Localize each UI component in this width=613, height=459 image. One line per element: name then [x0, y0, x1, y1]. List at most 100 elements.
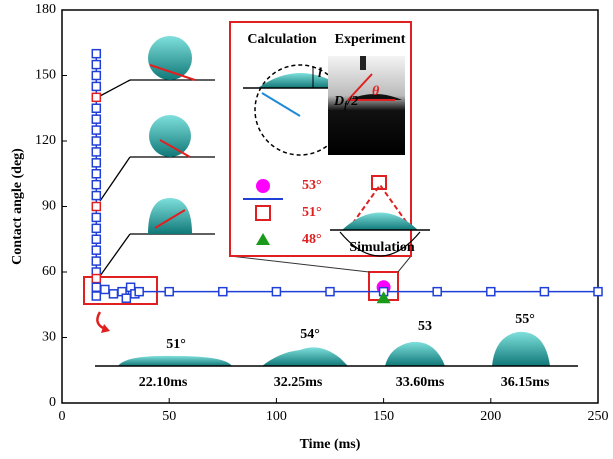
label: Experiment [335, 32, 406, 47]
point [486, 286, 496, 297]
needle [360, 56, 366, 70]
point [164, 286, 174, 297]
y-tick-label: 0 [49, 395, 56, 410]
droplet [342, 212, 418, 230]
droplet [348, 94, 402, 100]
label: θ [372, 84, 380, 99]
y-tick-label: 180 [35, 2, 56, 17]
frame-time: 36.15ms [501, 375, 550, 390]
frame-time: 22.10ms [139, 375, 188, 390]
point [91, 136, 102, 146]
legend-marker [256, 179, 270, 193]
frame-angle: 55° [515, 312, 535, 327]
droplet [148, 198, 192, 234]
arc [339, 231, 421, 257]
droplet [385, 341, 445, 366]
point [91, 201, 102, 212]
point [432, 286, 442, 297]
point [91, 223, 102, 234]
droplet [258, 73, 344, 88]
legend-label: 48° [302, 232, 322, 247]
droplet [148, 36, 192, 80]
y-tick-label: 150 [35, 68, 56, 83]
angle-line [149, 64, 196, 81]
point [91, 256, 102, 266]
leader [99, 233, 131, 277]
point [100, 284, 110, 295]
y-tick-label: 30 [42, 330, 56, 345]
highlight-box [83, 276, 158, 305]
x-tick-label: 250 [588, 409, 609, 424]
point [539, 286, 550, 297]
point [376, 291, 391, 304]
droplet [149, 115, 191, 157]
point [91, 234, 102, 244]
label: Calculation [247, 32, 316, 47]
y-tick-label: 90 [42, 199, 56, 214]
y-axis-title: Contact angle (deg) [10, 148, 25, 265]
point [91, 81, 102, 92]
radius [261, 92, 301, 117]
x-tick-label: 50 [162, 409, 176, 424]
point [325, 286, 335, 297]
illustrations [83, 21, 578, 367]
droplet [262, 347, 348, 366]
y-tick-label: 120 [35, 133, 56, 148]
legend-label: 53° [302, 178, 322, 193]
y-tick-label: 60 [42, 264, 56, 279]
dashed-triangle [347, 183, 413, 231]
point [108, 289, 119, 299]
frame-time: 32.25ms [274, 375, 323, 390]
frame-angle: 54° [300, 327, 320, 342]
x-tick-label: 100 [266, 409, 287, 424]
point [91, 59, 102, 70]
point [271, 286, 282, 297]
point [91, 190, 102, 201]
x-tick-label: 0 [59, 409, 66, 424]
point [91, 291, 102, 301]
x-tick-label: 150 [373, 409, 394, 424]
angle-line [154, 209, 186, 229]
x-axis-title: Time (ms) [300, 437, 361, 452]
connector [397, 255, 412, 273]
droplet [118, 355, 232, 366]
frame-time: 33.60ms [396, 375, 445, 390]
point [91, 158, 102, 168]
point [91, 179, 102, 190]
legend-label: 51° [302, 205, 322, 220]
angle-line [159, 139, 191, 158]
point [91, 212, 102, 223]
point [91, 147, 102, 157]
frame-angle: 53 [418, 319, 432, 334]
point [593, 286, 603, 297]
square [371, 175, 387, 190]
point [91, 92, 102, 103]
point [91, 70, 102, 81]
series-line [95, 53, 598, 300]
point [91, 125, 102, 135]
point [91, 169, 102, 179]
point [91, 103, 102, 113]
droplet [492, 331, 550, 366]
point [218, 286, 228, 297]
arrow-head [101, 324, 110, 333]
x-tick-label: 200 [480, 409, 501, 424]
label: Simulation [349, 240, 415, 255]
connector [229, 255, 370, 273]
angle-line [347, 73, 373, 101]
label: l [318, 66, 322, 81]
leader [99, 79, 131, 97]
frame-angle: 51° [166, 337, 186, 352]
point [91, 245, 102, 255]
point [91, 273, 102, 284]
label: Df/2 [333, 94, 358, 111]
legend-marker [255, 205, 271, 221]
point [91, 48, 102, 59]
leader [99, 156, 131, 202]
legend-marker [256, 233, 270, 245]
point [134, 286, 144, 297]
experiment-photo [328, 56, 405, 155]
point [91, 282, 102, 293]
point [121, 293, 132, 303]
